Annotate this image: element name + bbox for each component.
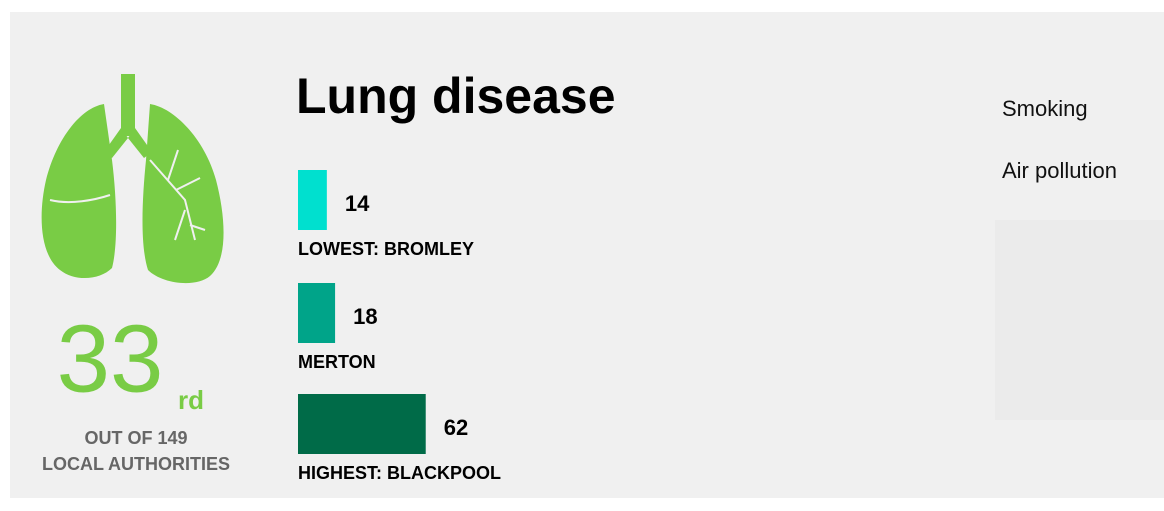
rank-suffix: rd (178, 385, 204, 415)
value-label: 62 (444, 415, 468, 440)
value-label: 18 (353, 304, 377, 329)
category-label: MERTON (298, 352, 376, 372)
side-box (995, 220, 1164, 420)
bar (298, 170, 327, 230)
category-label: HIGHEST: BLACKPOOL (298, 463, 501, 483)
rank-caption: OUT OF 149 (84, 428, 187, 448)
rank-number: 33 (57, 305, 164, 412)
factor[interactable]: Smoking (1002, 96, 1088, 121)
rank-caption: LOCAL AUTHORITIES (42, 454, 230, 474)
factor[interactable]: Air pollution (1002, 158, 1117, 183)
value-label: 14 (345, 191, 370, 216)
category-label: LOWEST: BROMLEY (298, 239, 474, 259)
bar (298, 283, 335, 343)
widget: 33 rd OUT OF 149 LOCAL AUTHORITIES Lung … (0, 0, 1164, 511)
chart-title: Lung disease (296, 68, 616, 124)
bar (298, 394, 426, 454)
